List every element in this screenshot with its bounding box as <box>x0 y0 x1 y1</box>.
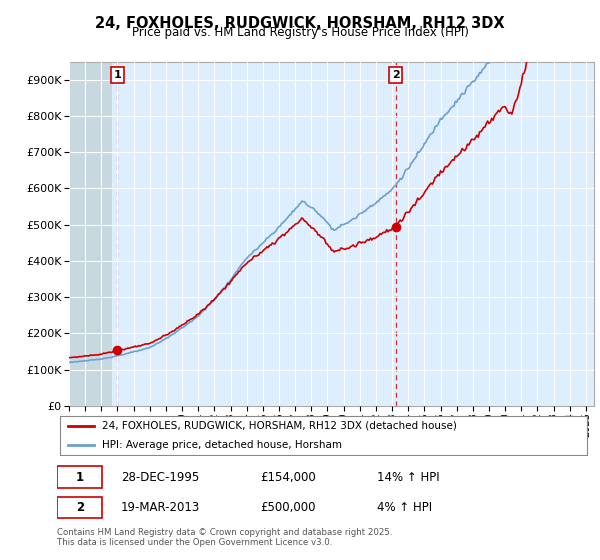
Text: 2: 2 <box>76 501 84 514</box>
Text: 4% ↑ HPI: 4% ↑ HPI <box>377 501 433 514</box>
Text: £500,000: £500,000 <box>260 501 316 514</box>
Bar <box>69 62 112 406</box>
Text: 1: 1 <box>76 471 84 484</box>
Text: 24, FOXHOLES, RUDGWICK, HORSHAM, RH12 3DX: 24, FOXHOLES, RUDGWICK, HORSHAM, RH12 3D… <box>95 16 505 31</box>
Text: 14% ↑ HPI: 14% ↑ HPI <box>377 471 440 484</box>
FancyBboxPatch shape <box>57 497 103 519</box>
Text: 24, FOXHOLES, RUDGWICK, HORSHAM, RH12 3DX (detached house): 24, FOXHOLES, RUDGWICK, HORSHAM, RH12 3D… <box>103 421 457 431</box>
Text: Price paid vs. HM Land Registry's House Price Index (HPI): Price paid vs. HM Land Registry's House … <box>131 26 469 39</box>
Text: 1: 1 <box>113 70 121 80</box>
Text: 28-DEC-1995: 28-DEC-1995 <box>121 471 199 484</box>
Text: £154,000: £154,000 <box>260 471 316 484</box>
Text: 19-MAR-2013: 19-MAR-2013 <box>121 501 200 514</box>
FancyBboxPatch shape <box>57 466 103 488</box>
Text: 2: 2 <box>392 70 400 80</box>
Text: HPI: Average price, detached house, Horsham: HPI: Average price, detached house, Hors… <box>103 440 343 450</box>
FancyBboxPatch shape <box>59 416 587 455</box>
Text: Contains HM Land Registry data © Crown copyright and database right 2025.
This d: Contains HM Land Registry data © Crown c… <box>57 528 392 547</box>
